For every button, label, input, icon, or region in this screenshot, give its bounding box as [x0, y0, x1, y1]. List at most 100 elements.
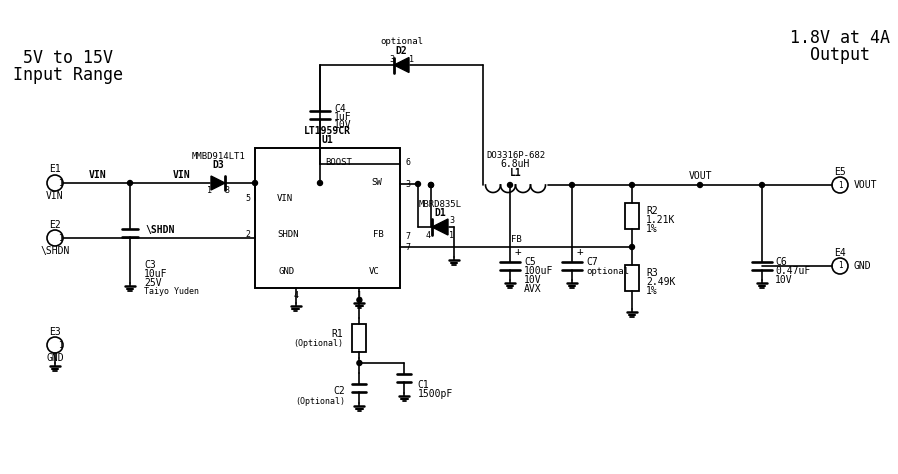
Text: 5: 5	[245, 193, 250, 202]
Text: 1.8V at 4A: 1.8V at 4A	[790, 29, 890, 47]
Text: VIN: VIN	[46, 191, 64, 201]
Text: optional: optional	[586, 267, 629, 276]
Text: C2: C2	[334, 386, 346, 396]
Text: 1.21K: 1.21K	[646, 215, 675, 225]
Circle shape	[832, 177, 848, 193]
Text: GND: GND	[854, 261, 872, 271]
Text: 3: 3	[224, 185, 230, 194]
Bar	[625, 265, 639, 291]
Text: FB: FB	[511, 235, 522, 244]
Text: 1%: 1%	[646, 224, 657, 234]
Circle shape	[357, 298, 362, 302]
Text: 2: 2	[245, 229, 250, 238]
Text: AVX: AVX	[524, 284, 541, 294]
Polygon shape	[432, 219, 448, 235]
Text: 1: 1	[207, 185, 212, 194]
Text: 3: 3	[405, 180, 410, 189]
Text: VOUT: VOUT	[854, 180, 877, 190]
Text: Output: Output	[810, 46, 870, 64]
Circle shape	[357, 361, 362, 365]
Text: 10V: 10V	[524, 275, 541, 285]
Text: +: +	[577, 247, 584, 257]
Circle shape	[252, 181, 258, 185]
Text: 3: 3	[450, 216, 454, 225]
Text: 1: 1	[838, 262, 842, 271]
Circle shape	[47, 337, 63, 353]
Text: R3: R3	[646, 268, 657, 278]
Text: LT1959CR: LT1959CR	[304, 126, 351, 136]
Text: 1500pF: 1500pF	[418, 389, 453, 399]
Text: +: +	[515, 247, 522, 257]
Text: \SHDN: \SHDN	[40, 246, 70, 256]
Text: E5: E5	[834, 167, 846, 177]
Circle shape	[416, 182, 420, 186]
Polygon shape	[394, 57, 409, 73]
Text: MBRD835L: MBRD835L	[418, 200, 462, 209]
Text: MMBD914LT1: MMBD914LT1	[191, 152, 245, 161]
Circle shape	[569, 182, 575, 188]
Text: 1%: 1%	[646, 286, 657, 296]
Text: 10V: 10V	[334, 119, 352, 129]
Text: D2: D2	[396, 46, 408, 56]
Text: C1: C1	[418, 380, 429, 390]
Text: VIN: VIN	[277, 193, 293, 202]
Text: GND: GND	[46, 353, 64, 363]
Text: SHDN: SHDN	[277, 229, 298, 238]
Text: 10V: 10V	[775, 275, 793, 285]
Circle shape	[318, 181, 322, 185]
Text: R2: R2	[646, 206, 657, 216]
Circle shape	[47, 230, 63, 246]
Text: 7: 7	[405, 243, 410, 252]
Text: GND: GND	[279, 267, 295, 276]
Text: DO3316P-682: DO3316P-682	[486, 151, 545, 159]
Text: U1: U1	[321, 135, 333, 145]
Text: VOUT: VOUT	[688, 171, 712, 181]
Circle shape	[428, 182, 434, 188]
Text: C6: C6	[775, 257, 787, 267]
Text: 1uF: 1uF	[334, 111, 352, 121]
Circle shape	[629, 245, 635, 249]
Polygon shape	[211, 176, 225, 190]
Circle shape	[698, 182, 702, 188]
Bar	[352, 324, 366, 352]
Circle shape	[428, 182, 434, 188]
Text: 4: 4	[293, 292, 298, 301]
Text: 1: 1	[58, 179, 63, 188]
Circle shape	[128, 181, 133, 185]
Text: VIN: VIN	[173, 170, 190, 180]
Text: Input Range: Input Range	[13, 66, 123, 84]
Text: 100uF: 100uF	[524, 266, 553, 276]
Text: 6.8uH: 6.8uH	[501, 159, 530, 169]
Text: \SHDN: \SHDN	[145, 225, 175, 235]
Text: Taiyo Yuden: Taiyo Yuden	[144, 288, 199, 297]
Text: 1: 1	[357, 292, 362, 301]
Text: optional: optional	[380, 36, 423, 46]
Text: D1: D1	[434, 208, 446, 218]
Bar	[625, 203, 639, 229]
Text: 1: 1	[450, 230, 454, 239]
Text: 7: 7	[405, 231, 410, 240]
Text: 1: 1	[58, 340, 63, 349]
Circle shape	[629, 182, 635, 188]
Circle shape	[507, 182, 513, 188]
Text: L1: L1	[510, 168, 522, 178]
Circle shape	[760, 182, 764, 188]
Circle shape	[832, 258, 848, 274]
Text: 0.47uF: 0.47uF	[775, 266, 810, 276]
Circle shape	[47, 175, 63, 191]
Text: (Optional): (Optional)	[294, 339, 343, 348]
Text: 1: 1	[58, 234, 63, 243]
Text: 25V: 25V	[144, 278, 162, 288]
Text: E4: E4	[834, 248, 846, 258]
Text: C3: C3	[144, 260, 155, 270]
Text: D3: D3	[212, 160, 224, 170]
Text: 6: 6	[405, 157, 410, 166]
Text: C5: C5	[524, 257, 536, 267]
Text: SW: SW	[371, 177, 382, 186]
Text: 10uF: 10uF	[144, 269, 168, 279]
Text: 1: 1	[838, 181, 842, 190]
Text: 1: 1	[409, 55, 414, 64]
Text: 2.49K: 2.49K	[646, 277, 675, 287]
Bar	[255, 148, 400, 288]
Text: E3: E3	[49, 327, 61, 337]
